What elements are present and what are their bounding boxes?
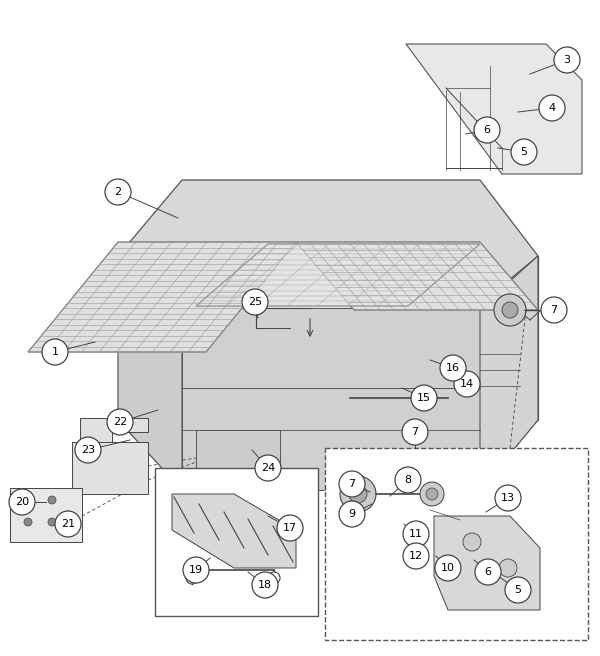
Polygon shape bbox=[196, 430, 280, 488]
Text: 25: 25 bbox=[248, 297, 262, 307]
Circle shape bbox=[339, 471, 365, 497]
Circle shape bbox=[48, 518, 56, 526]
Circle shape bbox=[75, 437, 101, 463]
Polygon shape bbox=[118, 256, 538, 420]
Text: 23: 23 bbox=[81, 445, 95, 455]
Polygon shape bbox=[172, 494, 296, 568]
Circle shape bbox=[494, 294, 526, 326]
Circle shape bbox=[403, 543, 429, 569]
Polygon shape bbox=[480, 256, 538, 490]
Text: 6: 6 bbox=[484, 125, 491, 135]
Circle shape bbox=[402, 419, 428, 445]
Circle shape bbox=[186, 572, 198, 584]
Text: 9: 9 bbox=[349, 509, 356, 519]
Circle shape bbox=[463, 533, 481, 551]
Text: 22: 22 bbox=[113, 417, 127, 427]
Circle shape bbox=[395, 467, 421, 493]
Circle shape bbox=[499, 559, 517, 577]
Circle shape bbox=[48, 496, 56, 504]
Text: 17: 17 bbox=[283, 523, 297, 533]
Circle shape bbox=[24, 518, 32, 526]
Polygon shape bbox=[220, 450, 270, 478]
Polygon shape bbox=[182, 308, 480, 490]
Circle shape bbox=[511, 139, 537, 165]
Circle shape bbox=[539, 95, 565, 121]
Circle shape bbox=[454, 371, 480, 397]
Polygon shape bbox=[80, 418, 148, 446]
Text: 11: 11 bbox=[409, 529, 423, 539]
Circle shape bbox=[426, 488, 438, 500]
FancyBboxPatch shape bbox=[155, 468, 318, 616]
Polygon shape bbox=[28, 242, 296, 352]
Circle shape bbox=[475, 559, 501, 585]
Circle shape bbox=[277, 515, 303, 541]
Text: 7: 7 bbox=[349, 479, 356, 489]
Circle shape bbox=[105, 179, 131, 205]
Circle shape bbox=[242, 289, 268, 315]
Text: 5: 5 bbox=[515, 585, 521, 595]
Circle shape bbox=[420, 482, 444, 506]
Text: 15: 15 bbox=[417, 393, 431, 403]
Text: 18: 18 bbox=[258, 580, 272, 590]
FancyBboxPatch shape bbox=[325, 448, 588, 640]
Text: 6: 6 bbox=[485, 567, 491, 577]
Circle shape bbox=[252, 572, 278, 598]
Polygon shape bbox=[434, 516, 540, 610]
Text: 19: 19 bbox=[189, 565, 203, 575]
Text: 7: 7 bbox=[412, 427, 419, 437]
Circle shape bbox=[255, 455, 281, 481]
Text: 1: 1 bbox=[52, 347, 59, 357]
Circle shape bbox=[300, 248, 320, 268]
Circle shape bbox=[107, 409, 133, 435]
Polygon shape bbox=[118, 180, 538, 304]
Text: 10: 10 bbox=[441, 563, 455, 573]
Circle shape bbox=[435, 555, 461, 581]
Text: 13: 13 bbox=[501, 493, 515, 503]
Text: 21: 21 bbox=[61, 519, 75, 529]
Circle shape bbox=[505, 577, 531, 603]
Circle shape bbox=[541, 297, 567, 323]
Circle shape bbox=[440, 355, 466, 381]
Circle shape bbox=[411, 385, 437, 411]
Text: 20: 20 bbox=[15, 497, 29, 507]
Circle shape bbox=[339, 501, 365, 527]
Circle shape bbox=[340, 476, 376, 512]
Circle shape bbox=[55, 511, 81, 537]
Circle shape bbox=[42, 339, 68, 365]
Text: 8: 8 bbox=[404, 475, 412, 485]
Circle shape bbox=[403, 521, 429, 547]
Text: 24: 24 bbox=[261, 463, 275, 473]
Circle shape bbox=[474, 117, 500, 143]
Polygon shape bbox=[406, 44, 582, 174]
Polygon shape bbox=[72, 442, 148, 494]
Text: 16: 16 bbox=[446, 363, 460, 373]
Circle shape bbox=[183, 557, 209, 583]
Text: 7: 7 bbox=[550, 305, 557, 315]
Polygon shape bbox=[296, 242, 538, 310]
Circle shape bbox=[502, 302, 518, 318]
Polygon shape bbox=[118, 256, 182, 490]
Circle shape bbox=[24, 496, 32, 504]
Text: 12: 12 bbox=[409, 551, 423, 561]
Polygon shape bbox=[10, 488, 82, 542]
Text: 3: 3 bbox=[563, 55, 571, 65]
Circle shape bbox=[554, 47, 580, 73]
Text: 2: 2 bbox=[115, 187, 122, 197]
Polygon shape bbox=[196, 244, 480, 306]
Circle shape bbox=[268, 572, 280, 584]
Circle shape bbox=[454, 256, 470, 272]
Text: 5: 5 bbox=[521, 147, 527, 157]
Circle shape bbox=[349, 485, 367, 503]
Circle shape bbox=[495, 485, 521, 511]
Polygon shape bbox=[182, 180, 480, 304]
Text: 14: 14 bbox=[460, 379, 474, 389]
Text: 4: 4 bbox=[548, 103, 556, 113]
Circle shape bbox=[9, 489, 35, 515]
Polygon shape bbox=[118, 420, 538, 490]
